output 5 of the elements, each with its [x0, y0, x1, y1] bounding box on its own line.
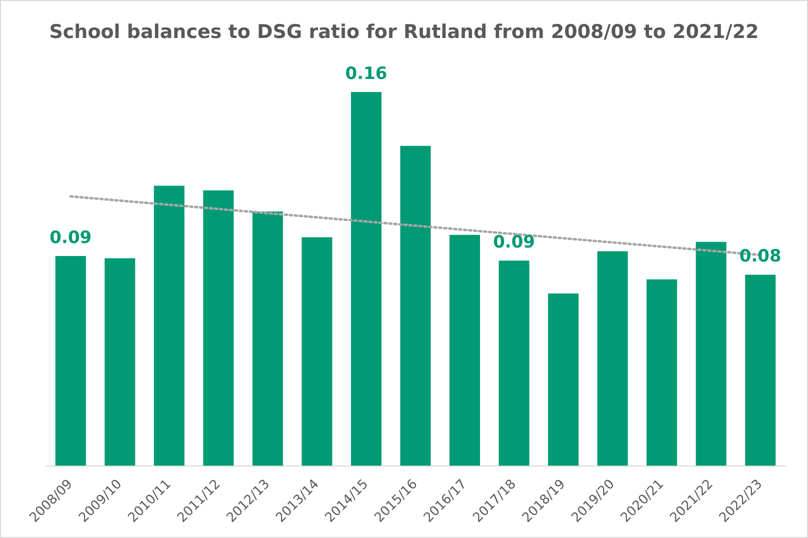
data-label: 0.09	[493, 232, 536, 253]
data-label: 0.08	[739, 246, 782, 267]
data-label: 0.09	[50, 228, 92, 248]
chart-title: School balances to DSG ratio for Rutland from 2008/09 to 2021/22	[48, 21, 760, 43]
data-label: 0.16	[345, 64, 388, 84]
